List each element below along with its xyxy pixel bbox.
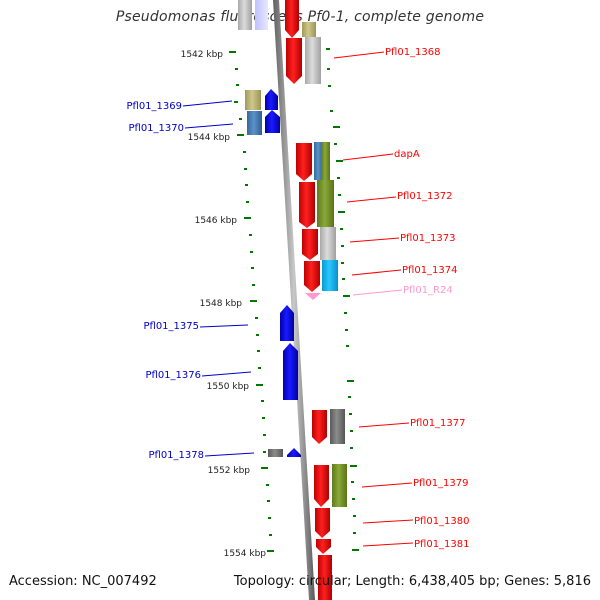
kbp-label: 1554 kbp bbox=[224, 549, 267, 559]
gene-pfl01-1380[interactable] bbox=[315, 508, 330, 538]
bottom-clipped-gene bbox=[318, 555, 332, 600]
gene-label-pfl01-1379[interactable]: Pfl01_1379 bbox=[413, 478, 469, 489]
gene-pfl01-1379[interactable] bbox=[314, 464, 347, 507]
gene-block[interactable] bbox=[255, 0, 268, 30]
gene-block[interactable] bbox=[302, 22, 316, 37]
gene-label-pfl01-1370[interactable]: Pfl01_1370 bbox=[128, 123, 184, 134]
kbp-label: 1550 kbp bbox=[207, 382, 250, 392]
gene-pfl01-1370[interactable] bbox=[247, 110, 280, 135]
gene-label-pfl01-1369[interactable]: Pfl01_1369 bbox=[126, 101, 182, 112]
gene-label-pfl01-1372[interactable]: Pfl01_1372 bbox=[397, 191, 453, 202]
gene-pfl01-1381[interactable] bbox=[316, 539, 331, 554]
gene-label-dapA[interactable]: dapA bbox=[394, 149, 420, 160]
gene-block[interactable] bbox=[238, 0, 252, 30]
gene-pfl01-1369[interactable] bbox=[245, 89, 278, 110]
reverse-gene-labels: Pfl01_1369 Pfl01_1370 Pfl01_1375 Pfl01_1… bbox=[126, 100, 255, 461]
kbp-label: 1548 kbp bbox=[200, 299, 243, 309]
gene-label-pfl01-1378[interactable]: Pfl01_1378 bbox=[148, 450, 204, 461]
gene-label-pfl01-r24[interactable]: Pfl01_R24 bbox=[403, 285, 453, 296]
gene-label-pfl01-1373[interactable]: Pfl01_1373 bbox=[400, 233, 456, 244]
right-tick-column bbox=[326, 48, 359, 551]
genome-title: Pseudomonas fluorescens Pf0-1, complete … bbox=[115, 9, 485, 25]
gene-label-pfl01-1381[interactable]: Pfl01_1381 bbox=[414, 539, 470, 550]
kbp-label: 1546 kbp bbox=[195, 216, 238, 226]
gene-pfl01-1377[interactable] bbox=[312, 409, 345, 444]
gene-label-pfl01-1374[interactable]: Pfl01_1374 bbox=[402, 265, 458, 276]
kbp-label: 1552 kbp bbox=[208, 466, 251, 476]
top-clipped-genes bbox=[238, 0, 316, 38]
gene-pfl01-1376[interactable] bbox=[283, 343, 298, 400]
kbp-label: 1542 kbp bbox=[181, 50, 224, 60]
gene-pfl01-1375[interactable] bbox=[280, 305, 294, 341]
gene-label-pfl01-1380[interactable]: Pfl01_1380 bbox=[414, 516, 470, 527]
gene-arrow[interactable] bbox=[285, 0, 299, 38]
gene-block[interactable] bbox=[318, 555, 332, 600]
gene-label-pfl01-1368[interactable]: Pfl01_1368 bbox=[385, 47, 441, 58]
gene-dapA[interactable] bbox=[296, 142, 330, 181]
gene-pfl01-1374[interactable] bbox=[304, 260, 338, 292]
topology-summary: Topology: circular; Length: 6,438,405 bp… bbox=[233, 574, 591, 589]
gene-pfl01-1372[interactable] bbox=[299, 180, 334, 228]
gene-pfl01-1373[interactable] bbox=[302, 227, 336, 260]
kbp-scale: 1542 kbp 1544 kbp 1546 kbp 1548 kbp 1550… bbox=[181, 50, 267, 559]
gene-pfl01-1368[interactable] bbox=[286, 37, 321, 84]
kbp-label: 1544 kbp bbox=[188, 133, 231, 143]
gene-label-pfl01-1376[interactable]: Pfl01_1376 bbox=[145, 370, 201, 381]
genome-backbone bbox=[273, 0, 315, 600]
gene-label-pfl01-1375[interactable]: Pfl01_1375 bbox=[143, 321, 199, 332]
forward-gene-labels: Pfl01_1368 dapA Pfl01_1372 Pfl01_1373 Pf… bbox=[333, 47, 470, 550]
gene-pfl01-1378[interactable] bbox=[268, 448, 301, 457]
accession-label: Accession: NC_007492 bbox=[9, 574, 157, 589]
left-tick-column bbox=[229, 51, 274, 552]
gene-label-pfl01-1377[interactable]: Pfl01_1377 bbox=[410, 418, 466, 429]
gene-pfl01-r24[interactable] bbox=[305, 293, 321, 300]
